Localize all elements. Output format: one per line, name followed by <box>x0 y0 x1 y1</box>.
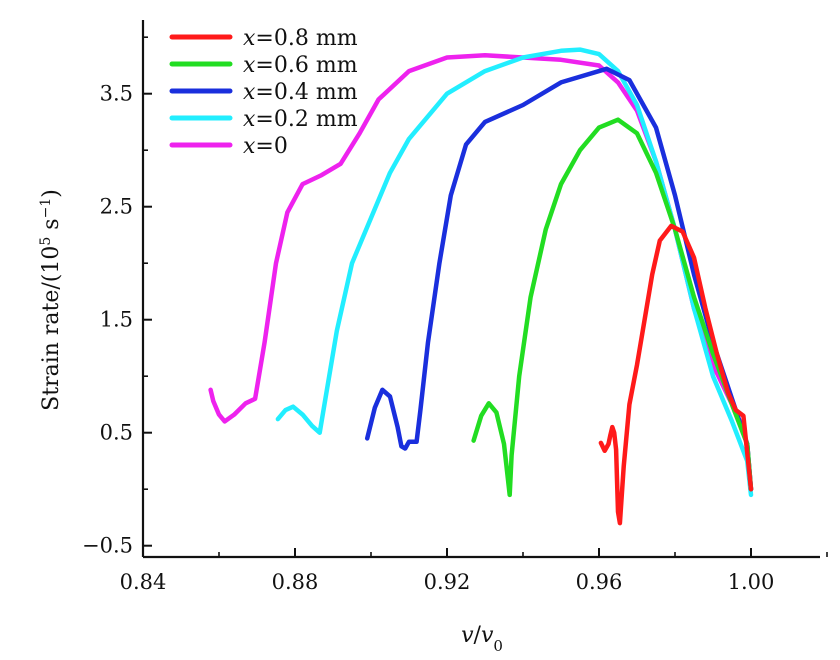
legend-label-rest: =0.8 mm <box>255 26 357 51</box>
x-axis-title-sep: / <box>474 623 482 648</box>
x-axis-title-var: v <box>461 623 474 648</box>
series-line <box>471 117 754 498</box>
y-axis-title-end: ) <box>39 189 64 198</box>
axes <box>141 20 820 559</box>
x-tick-label: 0.96 <box>576 570 623 594</box>
x-tick-label: 1.00 <box>728 570 775 594</box>
legend-label: x=0.6 mm <box>243 53 358 78</box>
legend-label-rest: =0.2 mm <box>255 107 357 132</box>
legend: x=0.8 mmx=0.6 mmx=0.4 mmx=0.2 mmx=0 <box>169 26 358 159</box>
legend-label: x=0 <box>243 134 288 159</box>
legend-label-var: x <box>243 107 256 132</box>
x-tick-label: 0.88 <box>272 570 319 594</box>
y-tick-label: 1.5 <box>100 308 133 332</box>
x-tick-label: 0.92 <box>424 570 471 594</box>
ticks: 0.84 0.88 0.92 0.96 1.00 −0.5 0.5 1.5 2.5 3.5 <box>82 36 828 594</box>
y-axis-title-sup1: 5 <box>38 237 54 246</box>
y-tick-label: 2.5 <box>100 195 133 219</box>
y-axis-title-main: Strain rate/(10 <box>39 246 64 411</box>
y-axis-title: Strain rate/(105 s−1) <box>38 189 64 411</box>
legend-label: x=0.4 mm <box>243 80 358 105</box>
x-axis-title: v/v0 <box>461 623 503 655</box>
legend-label-var: x <box>243 80 256 105</box>
y-axis-title-mid: s <box>39 218 64 236</box>
y-tick-label: 3.5 <box>100 82 133 106</box>
y-axis-title-sup2: −1 <box>38 198 54 219</box>
x-tick-label: 0.84 <box>120 570 167 594</box>
legend-label-var: x <box>243 26 256 51</box>
legend-label-rest: =0.4 mm <box>255 80 357 105</box>
legend-label-var: x <box>243 53 256 78</box>
y-tick-label: 0.5 <box>100 421 133 445</box>
y-tick-label: −0.5 <box>82 534 133 558</box>
legend-label-var: x <box>243 134 256 159</box>
series-line <box>364 66 754 492</box>
x-axis-title-var2: v <box>481 623 494 648</box>
x-axis-title-sub: 0 <box>493 637 503 655</box>
series-lines <box>208 47 754 526</box>
legend-label-rest: =0.6 mm <box>255 53 357 78</box>
legend-label-rest: =0 <box>255 134 287 159</box>
legend-label: x=0.8 mm <box>243 26 358 51</box>
series-line <box>598 223 754 526</box>
legend-label: x=0.2 mm <box>243 107 358 132</box>
